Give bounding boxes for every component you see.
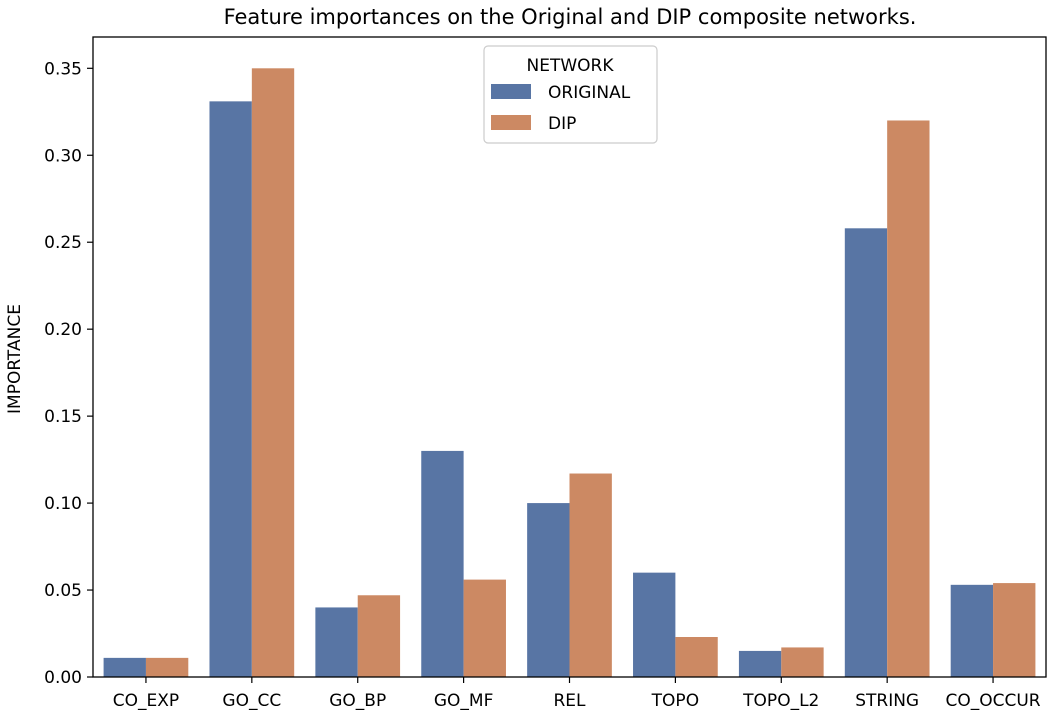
bar-topo-dip [675,637,718,677]
y-tick-label: 0.10 [44,494,82,514]
legend: NETWORK ORIGINAL DIP [483,45,658,144]
bar-co-occur-original [950,584,994,677]
y-tick-label: 0.30 [44,146,82,166]
x-tick-label: TOPO_L2 [742,691,819,711]
bar-go-cc-dip [251,68,295,678]
bar-string-dip [887,120,930,677]
x-tick-label: GO_BP [329,691,386,711]
x-tick-label: GO_MF [434,691,494,711]
y-axis: 0.00 0.05 0.10 0.15 0.20 0.25 0.30 0.35 [44,59,93,688]
bar-rel-original [527,503,570,677]
y-tick-label: 0.05 [44,581,82,601]
bar-go-cc-original [209,101,252,677]
y-tick-label: 0.20 [44,320,82,340]
x-tick-label: GO_CC [222,691,281,711]
y-tick-label: 0.00 [44,668,82,688]
bars-group [103,68,1036,678]
bar-co-occur-dip [993,583,1036,677]
legend-swatch-dip [491,115,531,130]
legend-swatch-original [491,84,531,99]
legend-label-original: ORIGINAL [548,83,631,103]
bar-go-mf-original [421,450,464,677]
bar-topo-l2-original [738,650,782,677]
x-tick-label: CO_OCCUR [945,691,1040,711]
x-tick-label: TOPO [651,691,699,711]
y-tick-label: 0.35 [44,59,82,79]
chart-title: Feature importances on the Original and … [224,5,917,29]
y-axis-label: IMPORTANCE [5,304,25,414]
x-tick-label: REL [553,691,586,711]
y-tick-label: 0.15 [44,407,82,427]
bar-topo-original [633,572,676,677]
x-tick-label: CO_EXP [113,691,179,711]
x-tick-label: STRING [855,691,919,711]
legend-label-dip: DIP [548,114,576,134]
bar-go-mf-dip [463,579,506,677]
bar-string-original [844,228,888,677]
legend-title: NETWORK [527,56,615,76]
bar-go-bp-original [315,607,358,677]
bar-topo-l2-dip [781,647,824,677]
bar-rel-dip [569,473,612,677]
bar-co-exp-dip [145,657,189,677]
y-tick-label: 0.25 [44,233,82,253]
bar-co-exp-original [103,657,146,677]
bar-go-bp-dip [357,595,401,677]
x-axis: CO_EXP GO_CC GO_BP GO_MF REL TOPO TOPO_L2 STRIN… [113,677,1041,711]
plot-frame [92,36,1047,678]
